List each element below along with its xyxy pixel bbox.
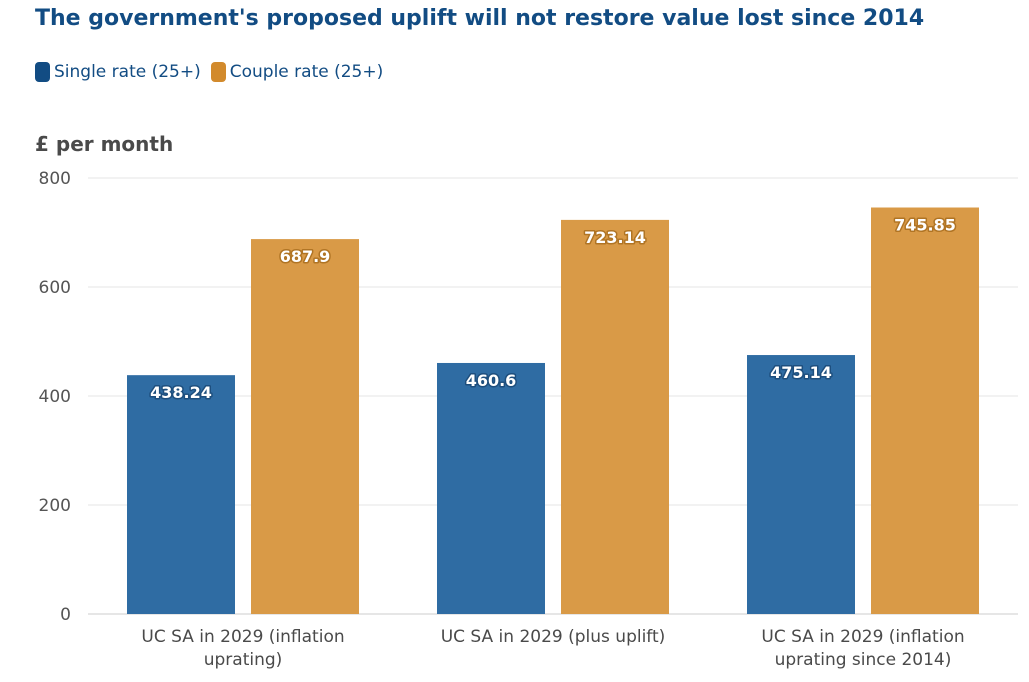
legend-swatch-single [35, 62, 50, 82]
bar-couple-0[interactable] [251, 239, 359, 615]
y-tick-label: 800 [39, 169, 71, 189]
y-tick-label: 200 [39, 496, 71, 516]
data-label: 460.6 [466, 371, 517, 390]
data-label: 723.14 [584, 228, 646, 247]
x-category-label: uprating since 2014) [775, 650, 952, 670]
data-label: 438.24 [150, 383, 212, 402]
chart-legend: Single rate (25+) Couple rate (25+) [35, 62, 383, 82]
data-label: 687.9 [280, 247, 331, 266]
grid-lines [88, 177, 1018, 615]
legend-swatch-couple [210, 62, 226, 82]
x-axis-labels: UC SA in 2029 (inflation uprating) UC SA i… [141, 627, 964, 670]
bar-single-1[interactable] [437, 362, 545, 614]
x-category-label: UC SA in 2029 (inflation [761, 627, 964, 647]
y-axis-title: £ per month [35, 132, 173, 156]
bar-single-2[interactable] [747, 355, 855, 614]
legend-label-single: Single rate (25+) [54, 62, 201, 82]
y-tick-label: 400 [39, 387, 71, 407]
bar-couple-2[interactable] [871, 207, 979, 614]
x-category-label: UC SA in 2029 (plus uplift) [441, 627, 666, 647]
data-label: 745.85 [894, 216, 956, 235]
y-axis-ticks: 0 200 400 600 800 [39, 169, 71, 625]
bar-single-0[interactable] [127, 375, 235, 614]
bars [127, 207, 979, 615]
bar-couple-1[interactable] [561, 219, 669, 614]
y-tick-label: 600 [39, 278, 71, 298]
data-labels: 438.24 687.9 460.6 723.14 475.14 745.85 [149, 214, 958, 404]
chart-title: The government's proposed uplift will no… [35, 6, 925, 31]
x-category-label: UC SA in 2029 (inflation [141, 627, 344, 647]
legend-item-single[interactable]: Single rate (25+) [35, 62, 201, 82]
data-label: 475.14 [770, 363, 832, 382]
y-tick-label: 0 [60, 605, 71, 625]
legend-label-couple: Couple rate (25+) [229, 62, 384, 82]
legend-item-couple[interactable]: Couple rate (25+) [210, 62, 384, 82]
x-category-label: uprating) [204, 650, 283, 670]
